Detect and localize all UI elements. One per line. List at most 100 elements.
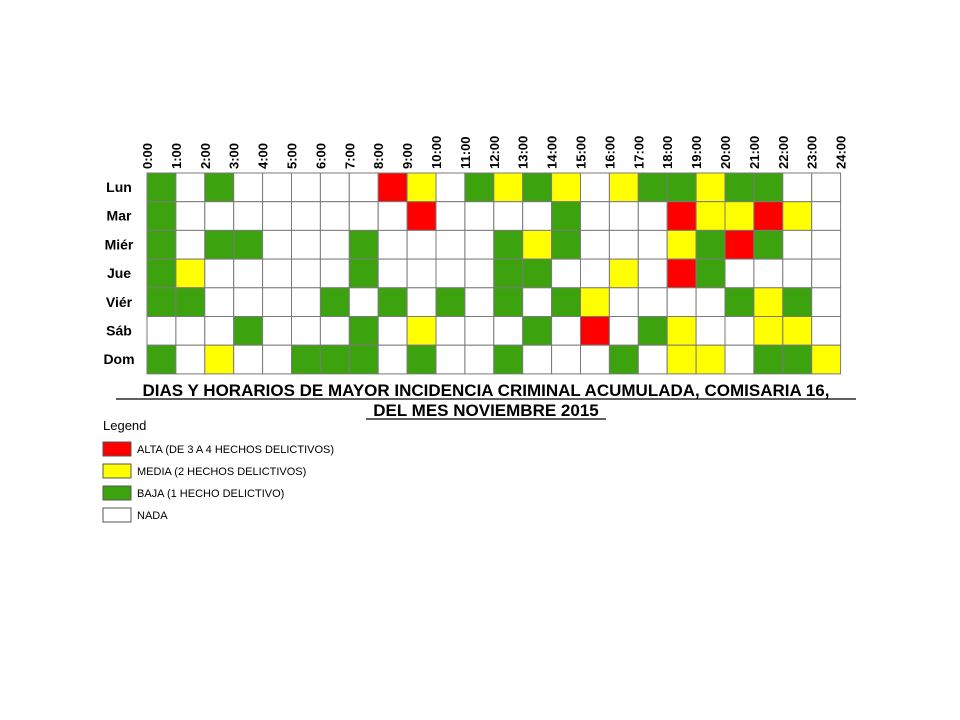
heatmap-cell-Mar-0:00 [146,201,177,231]
hour-label: 1:00 [169,143,184,169]
heatmap-cell-Jue-13:00 [522,258,553,289]
legend-swatch [102,507,132,523]
heatmap-cell-Dom-6:00 [319,344,350,375]
legend-swatch [102,441,132,457]
heatmap-cell-Sáb-14:00 [551,316,581,346]
heatmap-cell-Sáb-15:00 [580,316,610,346]
heatmap-cell-Miér-4:00 [262,229,293,260]
heatmap-cell-Viér-0:00 [146,287,177,317]
legend-label: ALTA (DE 3 A 4 HECHOS DELICTIVOS) [137,444,334,456]
heatmap-cell-Lun-10:00 [435,172,466,203]
heatmap-cell-Mar-20:00 [724,201,755,231]
heatmap-cell-Miér-2:00 [204,229,235,260]
hour-label: 15:00 [574,136,589,169]
heatmap-cell-Jue-1:00 [175,258,206,289]
heatmap-cell-Jue-10:00 [435,258,466,289]
heatmap-cell-Viér-20:00 [724,287,755,317]
heatmap-cell-Lun-14:00 [551,172,581,203]
heatmap-cell-Viér-10:00 [435,287,466,317]
heatmap-cell-Miér-19:00 [695,229,726,260]
heatmap-cell-Sáb-22:00 [782,316,813,346]
heatmap-cell-Miér-23:00 [811,229,842,260]
chart-title-line-1: DIAS Y HORARIOS DE MAYOR INCIDENCIA CRIM… [143,381,830,400]
heatmap-cell-Sáb-7:00 [348,316,379,346]
heatmap-cell-Dom-7:00 [348,344,379,375]
heatmap-cell-Miér-10:00 [435,229,466,260]
heatmap-cell-Miér-9:00 [406,229,437,260]
heatmap-cell-Viér-5:00 [291,287,321,317]
heatmap-cell-Viér-9:00 [406,287,437,317]
hour-label: 14:00 [545,136,560,169]
heatmap-cell-Jue-6:00 [319,258,350,289]
heatmap-cell-Miér-15:00 [580,229,610,260]
hour-label: 24:00 [834,136,849,169]
hour-label: 8:00 [371,143,386,169]
heatmap-cell-Dom-5:00 [291,344,321,375]
hour-label: 20:00 [718,136,733,169]
heatmap-cell-Miér-16:00 [608,229,639,260]
heatmap-cell-Miér-12:00 [493,229,524,260]
heatmap-cell-Sáb-11:00 [464,316,495,346]
heatmap-cell-Lun-9:00 [406,172,437,203]
heatmap-cell-Jue-7:00 [348,258,379,289]
legend: Legend ALTA (DE 3 A 4 HECHOS DELICTIVOS)… [102,418,334,523]
day-label: Sáb [106,323,132,339]
legend-label: BAJA (1 HECHO DELICTIVO) [137,488,284,500]
heatmap-cell-Sáb-13:00 [522,316,553,346]
heatmap-cell-Dom-20:00 [724,344,755,375]
heatmap-cell-Sáb-8:00 [377,316,408,346]
heatmap-cell-Miér-3:00 [233,229,264,260]
heatmap-cell-Jue-11:00 [464,258,495,289]
hour-label: 17:00 [631,136,646,169]
day-label: Mar [107,208,132,224]
heatmap-cell-Lun-23:00 [811,172,842,203]
heatmap-cell-Lun-22:00 [782,172,813,203]
heatmap-cell-Mar-14:00 [551,201,581,231]
heatmap-cell-Sáb-21:00 [753,316,784,346]
heatmap-cell-Mar-21:00 [753,201,784,231]
heatmap-cell-Sáb-3:00 [233,316,264,346]
heatmap-cell-Mar-15:00 [580,201,610,231]
heatmap-cell-Sáb-23:00 [811,316,842,346]
heatmap-cell-Dom-18:00 [666,344,697,375]
heatmap-cell-Jue-21:00 [753,258,784,289]
heatmap-cell-Miér-18:00 [666,229,697,260]
heatmap-cell-Dom-19:00 [695,344,726,375]
heatmap-cell-Miér-20:00 [724,229,755,260]
heatmap-cell-Sáb-6:00 [319,316,350,346]
heatmap-cell-Jue-22:00 [782,258,813,289]
heatmap-cell-Sáb-18:00 [666,316,697,346]
hour-label: 22:00 [776,136,791,169]
heatmap-cell-Viér-2:00 [204,287,235,317]
heatmap-cell-Jue-15:00 [580,258,610,289]
heatmap-cell-Lun-13:00 [522,172,553,203]
heatmap-cell-Mar-4:00 [262,201,293,231]
hour-label: 19:00 [689,136,704,169]
heatmap-cell-Lun-12:00 [493,172,524,203]
heatmap-cell-Dom-13:00 [522,344,553,375]
day-label: Dom [103,351,134,367]
heatmap-cell-Viér-18:00 [666,287,697,317]
hour-label: 3:00 [227,143,242,169]
heatmap-cell-Viér-1:00 [175,287,206,317]
heatmap-cell-Viér-15:00 [580,287,610,317]
heatmap-cell-Miér-21:00 [753,229,784,260]
heatmap-cell-Sáb-4:00 [262,316,293,346]
heatmap-cell-Viér-16:00 [608,287,639,317]
heatmap-cell-Sáb-20:00 [724,316,755,346]
heatmap-cell-Dom-22:00 [782,344,813,375]
heatmap-cell-Dom-4:00 [262,344,293,375]
heatmap-cell-Dom-12:00 [493,344,524,375]
heatmap-cell-Viér-14:00 [551,287,581,317]
heatmap-cell-Dom-17:00 [637,344,668,375]
heatmap-cell-Dom-16:00 [608,344,639,375]
heatmap-cell-Sáb-10:00 [435,316,466,346]
heatmap-cell-Jue-2:00 [204,258,235,289]
heatmap-cell-Lun-5:00 [291,172,321,203]
heatmap-cell-Miér-11:00 [464,229,495,260]
hour-label: 16:00 [602,136,617,169]
heatmap-cell-Lun-15:00 [580,172,610,203]
heatmap-cell-Sáb-19:00 [695,316,726,346]
heatmap-cell-Mar-7:00 [348,201,379,231]
heatmap-cell-Viér-19:00 [695,287,726,317]
